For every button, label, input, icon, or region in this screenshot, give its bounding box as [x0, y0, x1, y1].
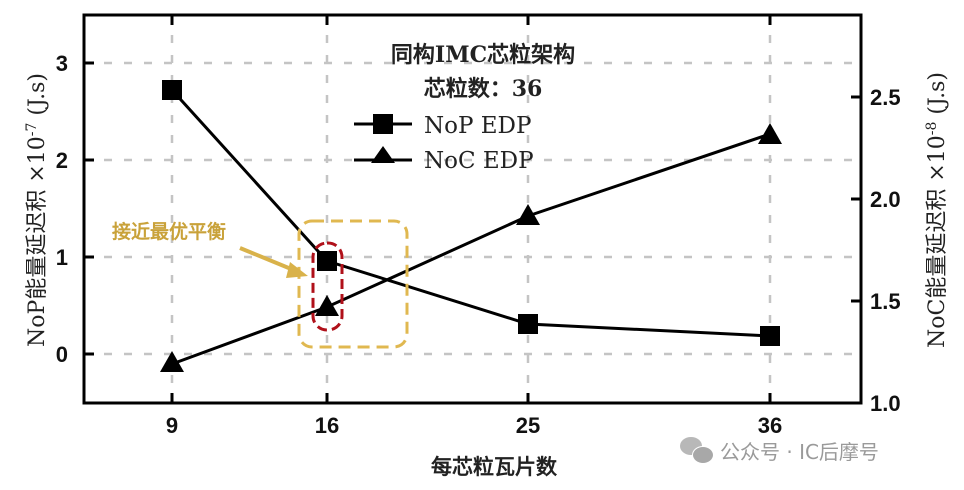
series-noc [160, 123, 782, 372]
right-ytick-2-5: 2.5 [870, 85, 901, 110]
xtick-25: 25 [516, 413, 540, 438]
noc-point-9 [160, 351, 184, 372]
wechat-icon [680, 436, 714, 465]
xtick-16: 16 [315, 413, 339, 438]
annotation-arrow-icon [239, 246, 308, 278]
x-axis-title: 每芯粒瓦片数 [431, 454, 558, 479]
triangle-marker-icon [371, 146, 395, 163]
right-ytick-2-0: 2.0 [870, 187, 901, 212]
plot-frame [82, 13, 863, 405]
annotation-text: 接近最优平衡 [112, 220, 226, 243]
chart-title: 同构IMC芯粒架构 [391, 42, 575, 68]
nop-point-25 [518, 314, 538, 334]
legend-noc: NoC EDP [424, 148, 534, 174]
noc-point-16 [315, 295, 339, 316]
xtick-9: 9 [166, 413, 178, 438]
axis-ticks [84, 15, 861, 403]
grid [84, 15, 860, 402]
right-y-axis-title: NoC能量延迟积 ×10-8 (J.s) [924, 72, 950, 348]
left-ytick-0: 0 [56, 342, 68, 367]
watermark-text: 公众号 · IC后摩号 [720, 440, 879, 464]
right-y-tick-labels: 2.5 2.0 1.5 1.0 [870, 85, 901, 416]
left-y-tick-labels: 3 2 1 0 [56, 51, 68, 367]
right-ytick-1-5: 1.5 [870, 289, 901, 314]
series-nop [162, 80, 780, 346]
square-marker-icon [373, 114, 393, 134]
left-ytick-1: 1 [56, 245, 68, 270]
nop-point-36 [760, 326, 780, 346]
watermark: 公众号 · IC后摩号 [680, 436, 879, 465]
legend: NoP EDP NoC EDP [354, 113, 534, 174]
xtick-36: 36 [758, 413, 782, 438]
left-ytick-3: 3 [56, 51, 68, 76]
red-highlight-box [311, 241, 344, 332]
legend-nop: NoP EDP [424, 113, 531, 139]
noc-point-25 [516, 204, 540, 225]
noc-point-36 [758, 123, 782, 144]
left-y-axis-title: NoP能量延迟积 ×10-7 (J.s) [24, 73, 50, 347]
x-tick-labels: 9 16 25 36 [166, 413, 782, 438]
gold-highlight-box [297, 219, 409, 349]
nop-point-16 [317, 251, 337, 271]
left-ytick-2: 2 [56, 148, 68, 173]
chart-subtitle: 芯粒数：36 [424, 76, 543, 102]
right-ytick-1-0: 1.0 [870, 391, 901, 416]
nop-point-9 [162, 80, 182, 100]
